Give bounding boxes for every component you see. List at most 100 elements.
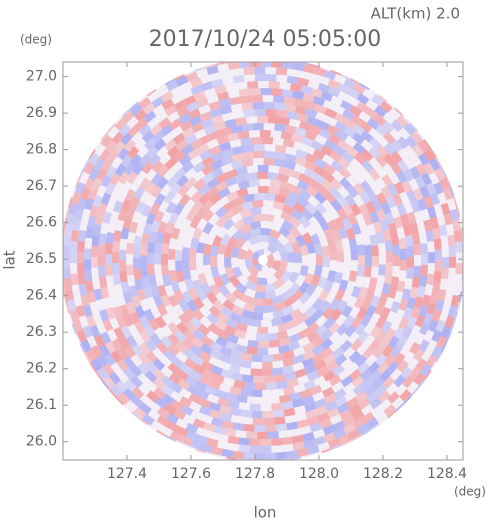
radar-cell (192, 296, 205, 310)
radar-cell (348, 270, 358, 283)
radar-cell (434, 167, 446, 181)
radar-cell (185, 71, 199, 82)
radar-cell (173, 202, 185, 215)
radar-cell (152, 368, 166, 381)
radar-cell (333, 144, 346, 157)
radar-cell (280, 131, 293, 141)
radar-cell (334, 289, 346, 302)
radar-cell (145, 350, 158, 363)
radar-cell (398, 317, 410, 330)
radar-cell (174, 340, 188, 354)
radar-cell (314, 191, 327, 204)
radar-cell (141, 161, 154, 175)
radar-cell (206, 65, 219, 75)
radar-cell (161, 264, 170, 276)
radar-cell (126, 264, 134, 276)
radar-cell (323, 316, 336, 330)
radar-cell (239, 223, 253, 235)
radar-cell (173, 99, 187, 111)
radar-cell (70, 230, 80, 242)
radar-cell (257, 347, 269, 356)
radar-cell (260, 87, 272, 96)
radar-cell (352, 142, 366, 155)
radar-cell (70, 273, 79, 286)
radar-cell (169, 381, 183, 394)
radar-cell (347, 212, 358, 226)
radar-cell (150, 172, 163, 186)
radar-cell (219, 412, 232, 422)
radar-cell (238, 88, 251, 97)
radar-cell (231, 145, 244, 155)
chart-title: 2017/10/24 05:05:00 (149, 27, 382, 52)
radar-cell (410, 306, 421, 319)
radar-cell (125, 335, 138, 348)
radar-cell (87, 187, 99, 201)
radar-cell (371, 94, 384, 107)
radar-cell (84, 177, 95, 191)
radar-cell (341, 305, 353, 318)
radar-cell (343, 126, 357, 139)
radar-cell (215, 215, 228, 228)
radar-cell (240, 95, 252, 104)
radar-cell (343, 78, 357, 90)
radar-cell (116, 316, 128, 329)
radar-cell (112, 241, 121, 253)
radar-cell (416, 285, 426, 298)
radar-cell (358, 203, 370, 217)
radar-cell (166, 420, 179, 433)
radar-cell (171, 399, 184, 411)
radar-cell (86, 314, 97, 328)
radar-cell (320, 179, 334, 192)
radar-cell (322, 171, 335, 184)
radar-cell (368, 137, 382, 150)
radar-cell (393, 374, 406, 388)
radar-cell (168, 211, 180, 225)
radar-cell (398, 298, 409, 312)
radar-cell (184, 133, 198, 146)
radar-cell (240, 409, 252, 418)
radar-cell (252, 102, 264, 110)
radar-cell (105, 243, 113, 255)
radar-cell (262, 136, 274, 145)
radar-cell (427, 252, 436, 264)
radar-cell (326, 124, 339, 136)
radar-cell (87, 291, 97, 304)
radar-cell (302, 232, 313, 245)
radar-cell (201, 199, 214, 212)
radar-cell (289, 392, 302, 402)
radar-cell (349, 368, 362, 381)
radar-cell (359, 191, 371, 205)
radar-cell (292, 398, 305, 408)
radar-cell (350, 315, 363, 329)
radar-field (63, 62, 463, 460)
radar-cell (436, 335, 448, 349)
radar-cell (402, 307, 414, 320)
radar-cell (405, 267, 414, 279)
radar-cell (326, 270, 337, 283)
radar-cell (251, 297, 263, 306)
radar-cell (401, 326, 413, 339)
radar-cell (99, 149, 111, 162)
radar-cell (150, 220, 161, 233)
radar-cell (177, 184, 190, 197)
radar-cell (325, 360, 339, 372)
radar-cell (200, 133, 213, 145)
radar-cell (359, 369, 373, 382)
radar-cell (306, 330, 320, 343)
radar-cell (385, 251, 394, 263)
radar-cell (63, 216, 68, 229)
radar-cell (357, 361, 370, 375)
radar-cell (224, 324, 237, 336)
radar-cell (258, 234, 270, 243)
radar-cell (274, 102, 286, 111)
radar-cell (244, 280, 257, 291)
radar-cell (346, 185, 359, 199)
radar-cell (356, 101, 370, 113)
radar-cell (265, 290, 277, 299)
radar-cell (63, 267, 71, 279)
radar-cell (357, 330, 370, 344)
radar-cell (303, 272, 314, 285)
radar-cell (246, 273, 259, 285)
radar-cell (162, 274, 172, 287)
radar-cell (189, 216, 201, 229)
